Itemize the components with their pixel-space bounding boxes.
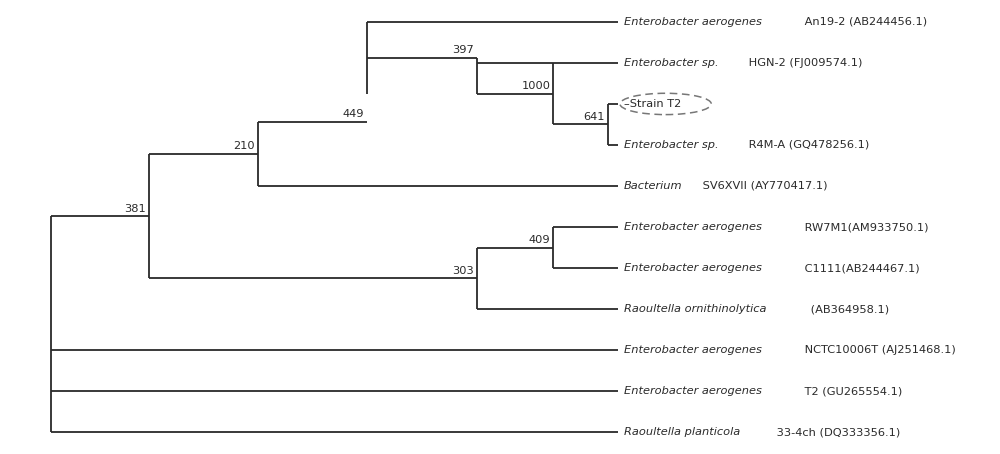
Text: 397: 397: [452, 45, 474, 55]
Text: Enterobacter aerogenes: Enterobacter aerogenes: [624, 17, 762, 27]
Text: 381: 381: [124, 204, 146, 214]
Text: NCTC10006T (AJ251468.1): NCTC10006T (AJ251468.1): [801, 345, 956, 355]
Text: Enterobacter sp.: Enterobacter sp.: [624, 58, 719, 68]
Text: 210: 210: [233, 142, 255, 152]
Text: An19-2 (AB244456.1): An19-2 (AB244456.1): [801, 17, 927, 27]
Text: 33-4ch (DQ333356.1): 33-4ch (DQ333356.1): [773, 427, 900, 437]
Text: 409: 409: [529, 235, 550, 245]
Text: Raoultella planticola: Raoultella planticola: [624, 427, 740, 437]
Text: T2 (GU265554.1): T2 (GU265554.1): [801, 386, 902, 396]
Text: RW7M1(AM933750.1): RW7M1(AM933750.1): [801, 222, 928, 232]
Text: –Strain T2: –Strain T2: [624, 99, 681, 109]
Text: Enterobacter aerogenes: Enterobacter aerogenes: [624, 263, 762, 273]
Text: HGN-2 (FJ009574.1): HGN-2 (FJ009574.1): [745, 58, 863, 68]
Text: Bacterium: Bacterium: [624, 181, 683, 191]
Text: R4M-A (GQ478256.1): R4M-A (GQ478256.1): [745, 140, 870, 150]
Text: Raoultella ornithinolytica: Raoultella ornithinolytica: [624, 304, 766, 314]
Text: Enterobacter sp.: Enterobacter sp.: [624, 140, 719, 150]
Text: SV6XVII (AY770417.1): SV6XVII (AY770417.1): [699, 181, 828, 191]
Text: 1000: 1000: [521, 81, 550, 91]
Text: 303: 303: [452, 266, 474, 276]
Text: 449: 449: [343, 109, 364, 119]
Text: C1111(AB244467.1): C1111(AB244467.1): [801, 263, 919, 273]
Text: 641: 641: [584, 112, 605, 122]
Text: Enterobacter aerogenes: Enterobacter aerogenes: [624, 222, 762, 232]
Text: (AB364958.1): (AB364958.1): [807, 304, 889, 314]
Text: Enterobacter aerogenes: Enterobacter aerogenes: [624, 345, 762, 355]
Text: Enterobacter aerogenes: Enterobacter aerogenes: [624, 386, 762, 396]
